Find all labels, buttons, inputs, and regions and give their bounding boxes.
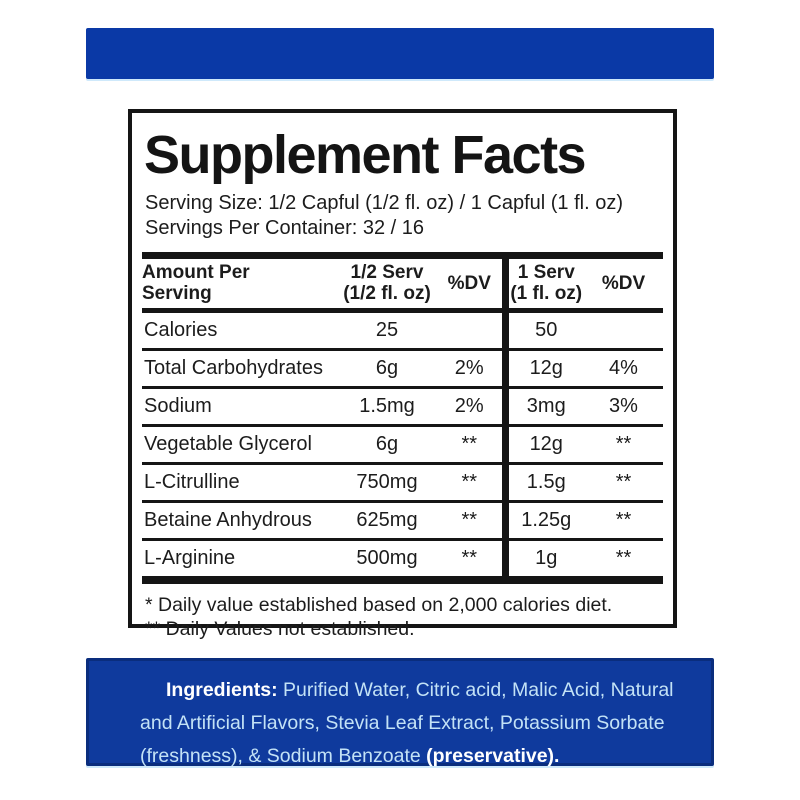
table-row: Sodium 1.5mg 2% 3mg 3%	[142, 387, 663, 427]
ingredients-bar: Ingredients: Purified Water, Citric acid…	[86, 658, 714, 767]
header-full-dv: %DV	[584, 252, 663, 313]
table-row: Vegetable Glycerol 6g ** 12g **	[142, 425, 663, 465]
table-row: Betaine Anhydrous 625mg ** 1.25g **	[142, 501, 663, 541]
panel-title: Supplement Facts	[144, 125, 587, 185]
header-full-serving: 1 Serv (1 fl. oz)	[505, 252, 584, 313]
table-row: L-Arginine 500mg ** 1g **	[142, 539, 663, 584]
table-row: Total Carbohydrates 6g 2% 12g 4%	[142, 349, 663, 389]
table-row: Calories 25 50	[142, 310, 663, 351]
footnote-dv-not-established: ** Daily Values not established.	[145, 618, 415, 640]
table-row: L-Citrulline 750mg ** 1.5g **	[142, 463, 663, 503]
header-amount-per-serving: Amount Per Serving	[142, 252, 337, 313]
nutrition-table: Amount Per Serving 1/2 Serv (1/2 fl. oz)…	[142, 252, 663, 584]
footnote-daily-value: * Daily value established based on 2,000…	[145, 594, 613, 616]
serving-size-line: Serving Size: 1/2 Capful (1/2 fl. oz) / …	[145, 192, 623, 214]
footnotes: * Daily value established based on 2,000…	[145, 593, 663, 641]
ingredients-line: (freshness), & Sodium Benzoate (preserva…	[140, 745, 560, 767]
ingredients-line: and Artificial Flavors, Stevia Leaf Extr…	[140, 712, 665, 734]
top-brand-bar	[86, 28, 714, 79]
servings-per-container-line: Servings Per Container: 32 / 16	[145, 217, 425, 239]
header-half-dv: %DV	[437, 252, 509, 313]
header-half-serving: 1/2 Serv (1/2 fl. oz)	[337, 252, 437, 313]
ingredients-line: Ingredients: Purified Water, Citric acid…	[166, 679, 674, 701]
ingredients-label: Ingredients:	[166, 679, 278, 701]
ingredients-preservative-note: (preservative).	[426, 745, 560, 767]
table-header-row: Amount Per Serving 1/2 Serv (1/2 fl. oz)…	[142, 252, 663, 313]
serving-info: Serving Size: 1/2 Capful (1/2 fl. oz) / …	[145, 191, 663, 241]
supplement-facts-panel: Supplement Facts Serving Size: 1/2 Capfu…	[128, 109, 677, 640]
